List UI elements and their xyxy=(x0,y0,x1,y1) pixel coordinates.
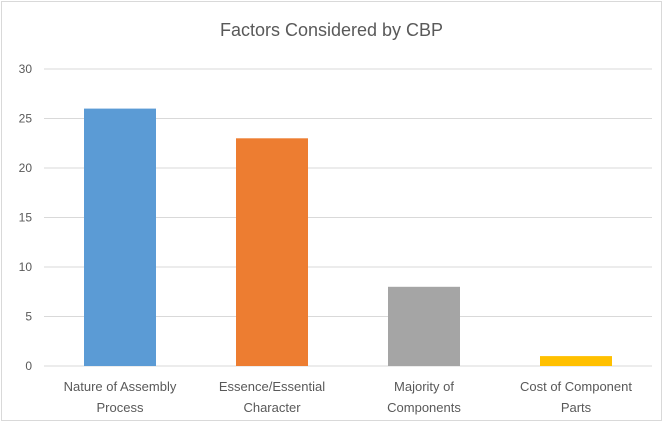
x-category-label: Nature of Assembly xyxy=(64,379,177,394)
chart-title: Factors Considered by CBP xyxy=(219,20,444,40)
x-category-label: Components xyxy=(387,400,461,415)
y-tick-label: 5 xyxy=(25,310,32,324)
y-tick-label: 30 xyxy=(19,62,33,76)
x-category-label: Character xyxy=(243,400,301,415)
bar xyxy=(236,138,308,366)
bar xyxy=(84,108,156,366)
x-category-label: Process xyxy=(97,400,144,415)
y-axis-ticks: 0 5 10 15 20 25 30 xyxy=(19,62,33,373)
y-tick-label: 10 xyxy=(19,260,33,274)
y-tick-label: 15 xyxy=(19,211,33,225)
x-category-label: Parts xyxy=(561,400,592,415)
x-category-label: Cost of Component xyxy=(520,379,632,394)
bar xyxy=(540,356,612,366)
chart-container: Factors Considered by CBP 0 5 10 15 20 25 30 N… xyxy=(1,1,662,421)
x-category-label: Majority of xyxy=(394,379,454,394)
y-tick-label: 25 xyxy=(19,112,33,126)
x-axis-labels: Nature of Assembly Process Essence/Essenti… xyxy=(64,379,633,415)
bar xyxy=(388,286,460,366)
y-tick-label: 0 xyxy=(25,359,32,373)
y-tick-label: 20 xyxy=(19,161,33,175)
bars xyxy=(84,108,612,366)
x-category-label: Essence/Essential xyxy=(219,379,325,394)
bar-chart-plot: 0 5 10 15 20 25 30 Nature of Assembly Process Es… xyxy=(19,62,652,415)
